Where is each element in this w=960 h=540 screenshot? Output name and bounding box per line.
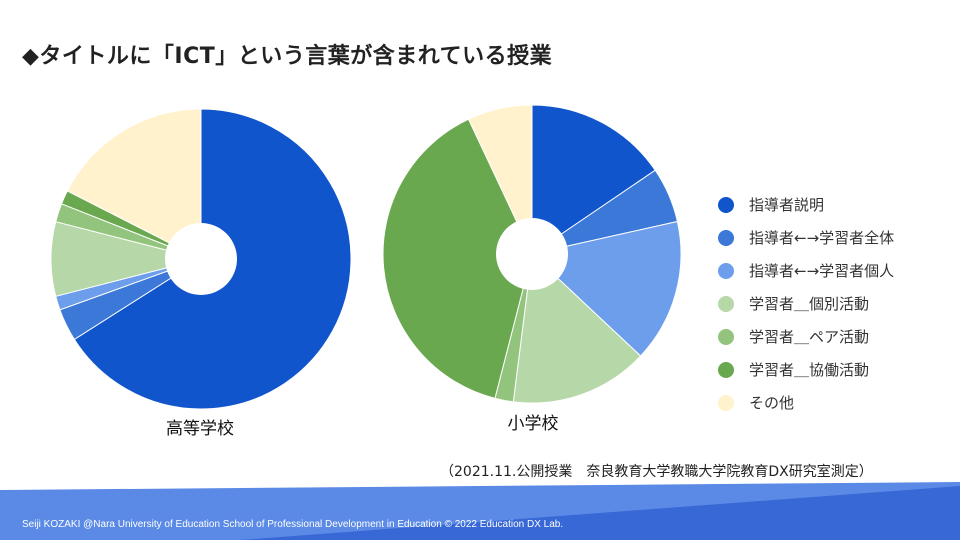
legend-swatch [718, 262, 734, 279]
footer-band [0, 482, 960, 540]
pie-slice [531, 104, 656, 255]
footer-credit: Seiji KOZAKI @Nara University of Educati… [22, 519, 564, 530]
legend-item: 学習者＿協働活動 [718, 353, 894, 386]
legend-label: 指導者説明 [749, 196, 825, 214]
legend-label: 学習者＿個別活動 [749, 295, 870, 313]
chart-legend: 指導者説明指導者←→学習者全体 指導者←→学習者個人 学習者＿個別活動 学習者＿ペア活… [718, 188, 894, 419]
pie-slice [467, 104, 533, 255]
source-note: （2021.11.公開授業 奈良教育大学教職大学院教育DX研究室測定） [440, 464, 873, 480]
legend-label: 学習者＿協働活動 [749, 361, 870, 379]
legend-item: 学習者＿ペア活動 [718, 320, 894, 353]
legend-item: 指導者←→学習者個人 [718, 254, 894, 287]
pie-center-hole [496, 218, 568, 290]
legend-label: 指導者←→学習者個人 [749, 262, 895, 280]
legend-item: その他 [718, 386, 894, 419]
legend-swatch [718, 196, 734, 213]
legend-swatch [718, 394, 734, 411]
legend-swatch [718, 295, 734, 312]
legend-item: 指導者説明 [718, 188, 894, 221]
pie-chart-elementary-school [382, 104, 682, 404]
pie-chart-high-school [50, 108, 352, 410]
legend-label: その他 [749, 394, 795, 412]
pie-slice [530, 220, 682, 357]
pie-slice [382, 118, 533, 399]
pie-slice [512, 252, 642, 404]
legend-label: 指導者←→学習者全体 [749, 229, 895, 247]
legend-item: 学習者＿個別活動 [718, 287, 894, 320]
pie-label-elementary-school: 小学校 [507, 414, 559, 434]
pie-slice [66, 108, 202, 260]
pie-center-hole [165, 223, 237, 295]
pie-label-high-school: 高等学校 [166, 419, 234, 439]
legend-item: 指導者←→学習者全体 [718, 221, 894, 254]
footer-band-dark [240, 486, 960, 540]
slide-title: ◆タイトルに「ICT」という言葉が含まれている授業 [22, 44, 553, 69]
legend-swatch [718, 328, 734, 345]
legend-swatch [718, 361, 734, 378]
legend-swatch [718, 229, 734, 246]
legend-label: 学習者＿ペア活動 [749, 328, 870, 346]
